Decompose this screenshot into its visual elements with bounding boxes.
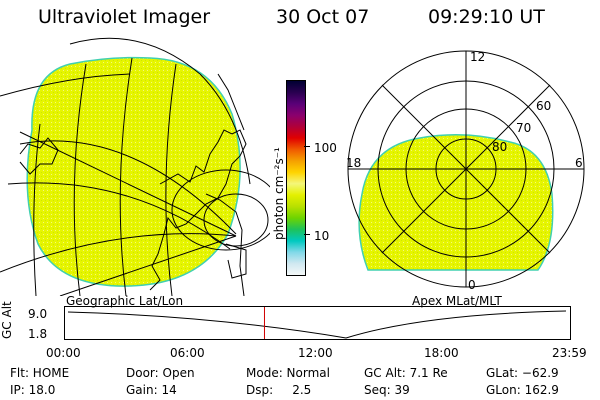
timeline-xtick: 23:59 bbox=[552, 346, 587, 360]
timeline-xtick: 06:00 bbox=[170, 346, 205, 360]
geo-longitude: GLon: 162.9 bbox=[486, 383, 559, 397]
coastline bbox=[19, 73, 247, 296]
mlt-label-0: 0 bbox=[468, 278, 476, 292]
date-label: 30 Oct 07 bbox=[276, 6, 370, 28]
left-panel-label: Geographic Lat/Lon bbox=[66, 294, 184, 308]
colorbar-tick-100: 100 bbox=[314, 141, 337, 155]
geographic-image-panel bbox=[0, 37, 270, 296]
timeline-ytick-low: 1.8 bbox=[28, 327, 48, 341]
gain-value: Gain: 14 bbox=[126, 383, 177, 397]
flight-status: Flt: HOME bbox=[10, 366, 70, 380]
timeline-xtick: 00:00 bbox=[46, 346, 81, 360]
ip-value: IP: 18.0 bbox=[10, 383, 56, 397]
gc-altitude: GC Alt: 7.1 Re bbox=[364, 366, 448, 380]
colorbar-tick-mark bbox=[304, 146, 310, 147]
colorbar-tick-mark bbox=[304, 234, 310, 235]
timeline-plot bbox=[64, 306, 571, 340]
app-title: Ultraviolet Imager bbox=[38, 6, 211, 28]
dsp-value: Dsp: 2.5 bbox=[246, 383, 312, 397]
colorbar bbox=[286, 80, 306, 276]
lat-label-80: 80 bbox=[492, 140, 507, 154]
lat-label-60: 60 bbox=[536, 99, 551, 113]
timeline-ylabel: GC Alt bbox=[0, 301, 14, 339]
timeline-xtick: 18:00 bbox=[424, 346, 459, 360]
colorbar-unit-label: photon cm⁻²s⁻¹ bbox=[272, 147, 286, 240]
timeline-ytick-high: 9.0 bbox=[28, 307, 48, 321]
right-panel-label: Apex MLat/MLT bbox=[412, 294, 502, 308]
geo-latitude: GLat: −62.9 bbox=[486, 366, 559, 380]
mlt-label-12: 12 bbox=[470, 50, 485, 64]
sequence-number: Seq: 39 bbox=[364, 383, 410, 397]
mode-status: Mode: Normal bbox=[246, 366, 330, 380]
door-status: Door: Open bbox=[126, 366, 195, 380]
polar-plot: 12 18 6 0 60 70 80 bbox=[346, 50, 585, 292]
colorbar-tick-10: 10 bbox=[314, 229, 330, 243]
lat-label-70: 70 bbox=[516, 121, 531, 135]
mlt-label-18: 18 bbox=[346, 156, 361, 170]
mlt-label-6: 6 bbox=[575, 156, 583, 170]
timeline-xtick: 12:00 bbox=[298, 346, 333, 360]
altitude-curve bbox=[67, 310, 567, 339]
aurora-image-right bbox=[358, 134, 554, 271]
lon-grid bbox=[0, 37, 270, 296]
polar-grid bbox=[347, 50, 585, 288]
timeline-frame bbox=[64, 306, 571, 340]
time-label: 09:29:10 UT bbox=[428, 6, 545, 28]
